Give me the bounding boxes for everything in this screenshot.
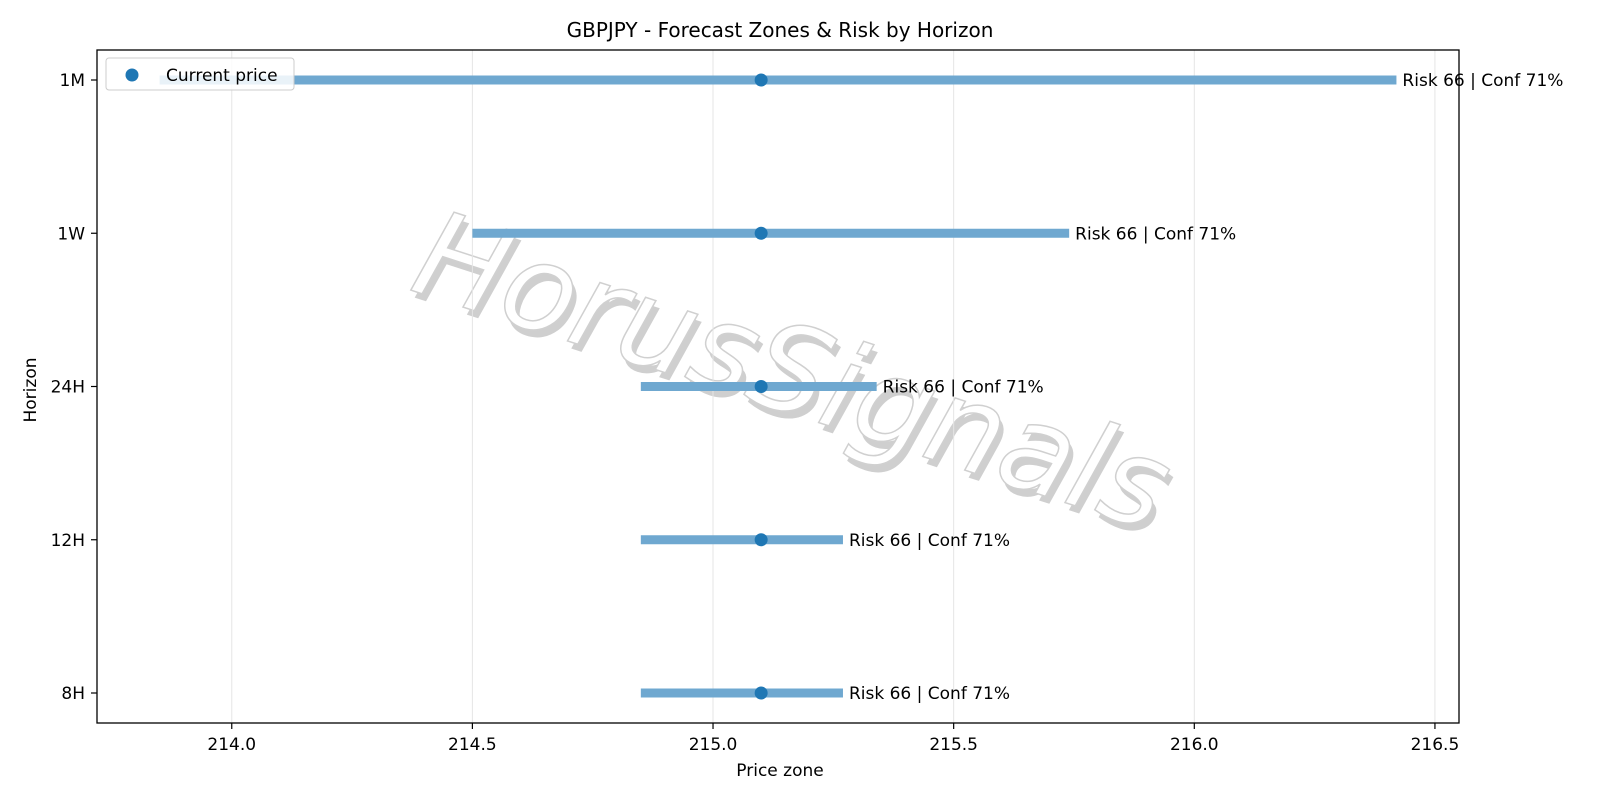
legend: Current price [105, 57, 295, 91]
current-price-point-12h [754, 533, 768, 547]
annotation-1m: Risk 66 | Conf 71% [1402, 71, 1563, 91]
y-tick-label: 12H [51, 531, 85, 551]
chart-title: GBPJPY - Forecast Zones & Risk by Horizo… [567, 18, 994, 42]
ranges-layer: Risk 66 | Conf 71% Risk 66 | Conf 71% Risk… [159, 71, 1563, 704]
y-tick-label: 8H [61, 684, 85, 704]
watermark-text: HorusSignals [399, 184, 1186, 558]
y-tick-label: 24H [51, 378, 85, 398]
y-tick-label: 1W [57, 224, 85, 244]
x-axis-label: Price zone [736, 761, 823, 781]
annotation-24h: Risk 66 | Conf 71% [883, 378, 1044, 398]
y-axis-label: Horizon [21, 358, 41, 423]
x-tick-label: 214.0 [207, 735, 256, 755]
x-tick-label: 215.0 [689, 735, 738, 755]
watermark: HorusSignals HorusSignals [398, 184, 1190, 566]
current-price-point-24h [754, 380, 768, 393]
current-price-point-1w [754, 226, 768, 240]
x-tick-label: 215.5 [929, 735, 978, 755]
legend-box [105, 57, 295, 91]
x-tick-label: 214.5 [448, 735, 497, 755]
legend-label: Current price [166, 66, 278, 86]
axes-layer: 214.0 214.5 215.0 215.5 216.0 216.5 1M 1W 24H 12H… [51, 49, 1460, 755]
current-price-point-8h [754, 686, 768, 700]
legend-marker [125, 68, 139, 82]
annotation-1w: Risk 66 | Conf 71% [1075, 224, 1236, 244]
annotation-8h: Risk 66 | Conf 71% [849, 684, 1010, 704]
current-price-point-1m [754, 73, 768, 87]
annotation-12h: Risk 66 | Conf 71% [849, 531, 1010, 551]
y-tick-label: 1M [60, 71, 85, 91]
x-tick-label: 216.5 [1411, 735, 1460, 755]
x-tick-label: 216.0 [1170, 735, 1219, 755]
